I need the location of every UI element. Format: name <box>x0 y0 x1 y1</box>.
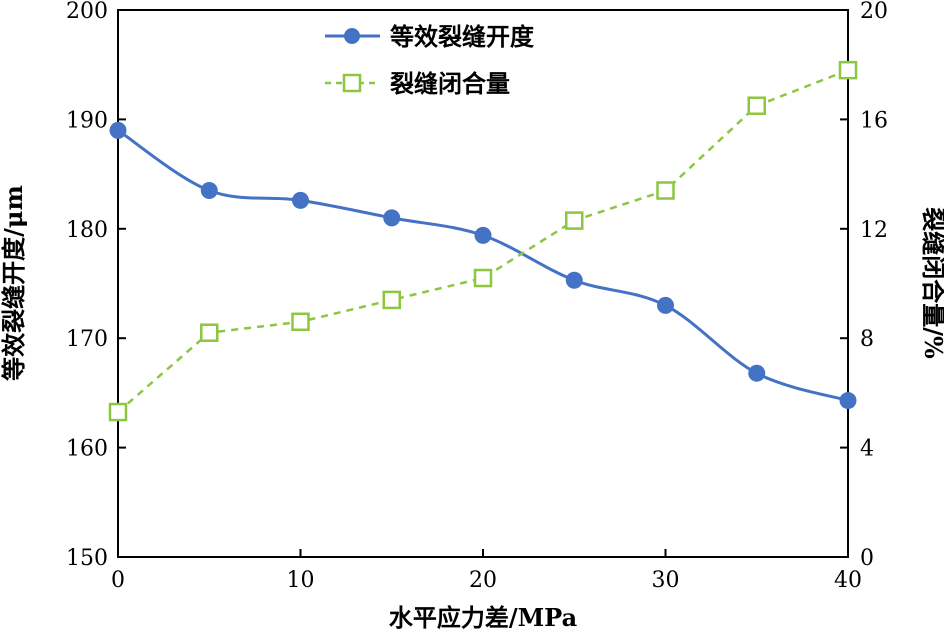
y-tick-label: 180 <box>66 218 108 243</box>
series-2-point <box>108 402 128 422</box>
series-2-point <box>291 312 310 332</box>
y-axis-title: 等效裂缝开度/μm <box>0 185 28 381</box>
y-tick-label: 190 <box>66 108 108 133</box>
x-axis-title: 水平应力差/MPa <box>389 603 577 632</box>
y-tick-label: 200 <box>66 0 108 24</box>
x-tick-label: 30 <box>652 568 680 593</box>
series-1-point <box>474 226 492 244</box>
y2-tick-label: 20 <box>860 0 888 24</box>
y2-axis-title: 裂缝闭合量/% <box>919 207 944 359</box>
y2-tick-label: 16 <box>860 108 888 133</box>
series-2-point <box>382 290 401 310</box>
series-1-point <box>565 271 583 289</box>
chart-marks <box>108 60 858 422</box>
y2-tick-label: 8 <box>860 327 874 352</box>
y-tick-label: 170 <box>66 327 108 352</box>
series-2-point <box>838 60 858 80</box>
curve-line-left <box>117 129 849 402</box>
series-1-point <box>748 364 766 382</box>
y2-tick-label: 4 <box>860 437 874 462</box>
series-1-point <box>200 182 218 200</box>
legend: 等效裂缝开度 裂缝闭合量 <box>325 22 535 98</box>
x-tick-label: 10 <box>287 568 315 593</box>
axis-ticks: 0 10 20 30 40 150 160 170 180 190 200 0 4 8 12 16 20 <box>66 0 888 593</box>
series-2-point <box>747 96 766 115</box>
series-1-point <box>657 296 674 314</box>
series-1-point <box>292 191 309 209</box>
x-tick-label: 20 <box>469 568 497 593</box>
series-1-point <box>383 209 401 227</box>
legend-label-series-1: 等效裂缝开度 <box>390 22 535 51</box>
x-tick-label: 40 <box>834 568 862 593</box>
legend-marker-series-2 <box>342 73 362 93</box>
y2-tick-label: 0 <box>860 546 874 571</box>
legend-marker-series-1 <box>344 28 360 44</box>
series-line-1 <box>117 129 849 402</box>
legend-label-series-2: 裂缝闭合量 <box>390 69 510 98</box>
y2-tick-label: 12 <box>860 218 888 243</box>
series-2-point <box>656 181 675 200</box>
series-1-point <box>839 392 857 410</box>
series-1-point <box>109 121 127 139</box>
series-2-point <box>565 211 584 230</box>
y-tick-label: 150 <box>66 546 108 571</box>
y-tick-label: 160 <box>66 437 108 462</box>
x-tick-label: 0 <box>111 568 125 593</box>
series-2-point <box>200 323 219 342</box>
series-2-point <box>473 268 493 288</box>
